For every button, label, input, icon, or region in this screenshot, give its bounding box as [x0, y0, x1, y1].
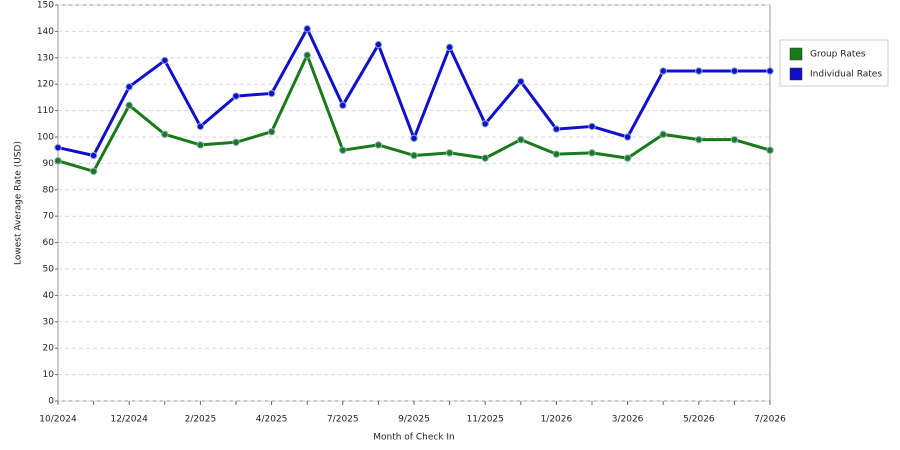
x-tick-label: 4/2025: [256, 415, 288, 425]
y-tick-label: 100: [37, 133, 54, 143]
data-point: [125, 83, 133, 91]
data-point: [89, 167, 98, 176]
plot-area: [57, 4, 771, 402]
x-tick-label: 5/2026: [683, 415, 715, 425]
y-tick-label: 20: [43, 344, 55, 354]
x-tick-label: 12/2024: [111, 415, 149, 425]
data-point: [410, 134, 418, 143]
y-tick-label: 140: [37, 27, 54, 37]
data-point: [766, 146, 774, 154]
y-tick-label: 70: [43, 212, 55, 222]
data-point: [445, 149, 454, 157]
data-point: [161, 130, 169, 139]
y-tick-label: 0: [48, 397, 54, 407]
y-tick-label: 120: [37, 80, 54, 90]
data-point: [695, 135, 703, 144]
y-tick-label: 30: [43, 317, 55, 327]
data-point: [517, 77, 525, 86]
legend-label: Individual Rates: [810, 70, 882, 80]
data-point: [445, 43, 454, 51]
y-tick-label: 50: [43, 265, 55, 275]
x-tick-label: 7/2026: [754, 415, 786, 425]
data-point: [303, 25, 311, 33]
data-point: [552, 125, 561, 133]
x-tick-label: 10/2024: [39, 415, 77, 425]
x-axis-label: Month of Check In: [373, 433, 455, 443]
y-tick-label: 10: [43, 370, 55, 380]
y-tick-label: 90: [43, 159, 55, 169]
legend-swatch: [789, 47, 803, 61]
legend-label: Group Rates: [810, 50, 866, 60]
data-point: [196, 122, 205, 131]
y-axis-label: Lowest Average Rate (USD): [14, 141, 24, 265]
x-tick-label: 2/2025: [185, 415, 217, 425]
data-point: [659, 67, 667, 75]
data-point: [623, 154, 632, 162]
data-point: [659, 130, 667, 139]
data-point: [730, 135, 739, 144]
data-point: [766, 67, 774, 75]
data-point: [623, 133, 632, 141]
x-tick-label: 1/2026: [541, 415, 573, 425]
y-tick-label: 60: [43, 238, 55, 248]
legend-swatch: [789, 67, 803, 81]
data-point: [517, 135, 525, 144]
data-point: [196, 141, 205, 149]
data-point: [695, 67, 703, 75]
data-point: [588, 149, 596, 157]
data-point: [410, 151, 418, 160]
data-point: [89, 151, 98, 160]
y-tick-label: 40: [43, 291, 55, 301]
x-tick-label: 11/2025: [467, 415, 504, 425]
data-point: [339, 101, 347, 110]
x-tick-label: 7/2025: [327, 415, 359, 425]
x-tick-label: 9/2025: [398, 415, 430, 425]
y-tick-label: 80: [43, 185, 55, 195]
y-tick-label: 150: [37, 1, 54, 11]
x-tick-label: 3/2026: [612, 415, 644, 425]
data-point: [588, 122, 596, 131]
data-point: [552, 150, 561, 158]
data-point: [374, 40, 383, 49]
data-point: [730, 67, 739, 75]
data-point: [54, 157, 62, 165]
data-point: [267, 128, 276, 136]
data-point: [303, 51, 311, 59]
data-point: [481, 154, 489, 162]
data-point: [232, 92, 240, 100]
data-point: [481, 120, 489, 128]
data-point: [374, 141, 383, 149]
y-tick-label: 110: [37, 106, 54, 116]
data-point: [161, 56, 169, 65]
data-point: [125, 101, 133, 110]
data-point: [232, 138, 240, 146]
data-point: [339, 146, 347, 154]
data-point: [54, 143, 62, 152]
y-tick-label: 130: [37, 53, 54, 63]
data-point: [267, 89, 276, 98]
